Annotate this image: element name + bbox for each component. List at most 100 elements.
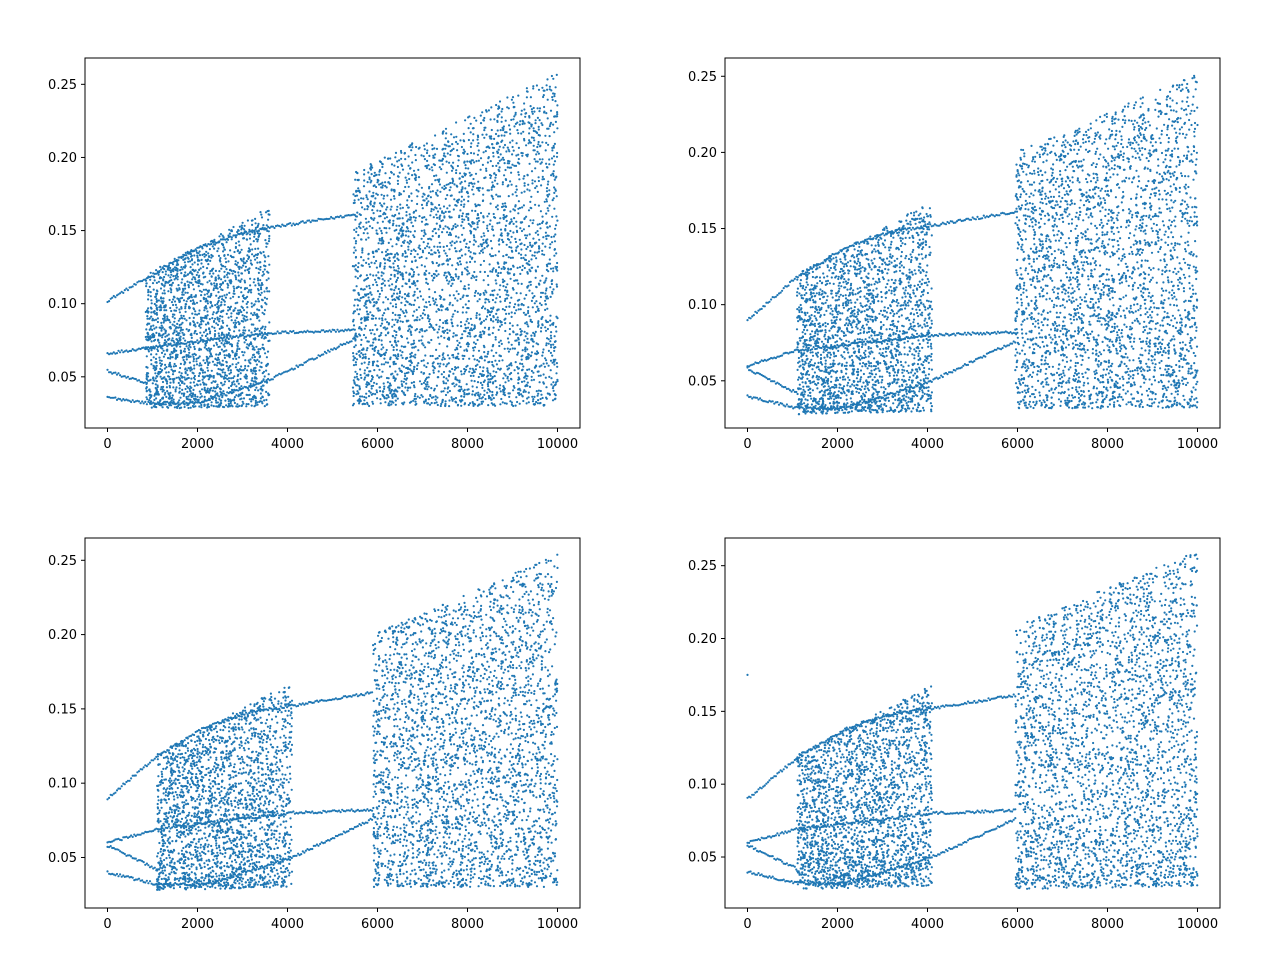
scatter-point <box>106 368 109 371</box>
scatter-point <box>446 379 449 382</box>
scatter-point <box>495 371 498 374</box>
scatter-point <box>215 282 218 286</box>
scatter-point <box>243 297 247 300</box>
scatter-point <box>219 315 222 318</box>
scatter-point <box>155 380 158 383</box>
scatter-point <box>260 400 263 403</box>
scatter-point <box>472 346 475 349</box>
scatter-point <box>543 281 546 284</box>
scatter-point <box>392 262 395 265</box>
scatter-point <box>498 341 501 344</box>
scatter-point <box>220 375 223 378</box>
scatter-point <box>149 396 152 400</box>
scatter-point <box>255 363 258 366</box>
scatter-point <box>223 335 226 338</box>
scatter-point <box>494 176 497 179</box>
scatter-point <box>264 325 267 328</box>
scatter-point <box>145 382 148 386</box>
scatter-point <box>153 335 156 338</box>
scatter-point <box>381 390 384 393</box>
scatter-point <box>161 271 164 274</box>
scatter-point <box>503 134 506 137</box>
scatter-point <box>398 171 401 174</box>
scatter-point <box>201 378 204 381</box>
scatter-point <box>149 378 152 381</box>
scatter-point <box>151 333 154 336</box>
scatter-point <box>161 334 164 337</box>
scatter-point <box>370 217 373 220</box>
scatter-point <box>486 224 489 227</box>
scatter-point <box>450 318 453 321</box>
scatter-point <box>548 135 551 138</box>
scatter-point <box>519 292 522 295</box>
scatter-point <box>153 347 156 350</box>
scatter-point <box>545 396 548 399</box>
scatter-point <box>509 241 512 244</box>
scatter-point <box>238 252 241 255</box>
scatter-point <box>161 292 164 295</box>
scatter-point <box>187 329 190 333</box>
scatter-point <box>424 273 427 276</box>
scatter-point <box>477 245 480 248</box>
scatter-point <box>383 357 386 360</box>
scatter-point <box>293 223 296 227</box>
scatter-point <box>227 309 230 312</box>
scatter-point <box>469 131 472 134</box>
scatter-point <box>229 398 232 401</box>
scatter-point <box>256 335 259 338</box>
scatter-point <box>262 250 265 254</box>
scatter-point <box>400 345 403 348</box>
scatter-point <box>136 348 139 351</box>
scatter-point <box>468 182 471 185</box>
scatter-point <box>265 245 268 248</box>
scatter-point <box>145 282 148 285</box>
scatter-point <box>257 247 260 250</box>
scatter-point <box>451 398 454 401</box>
scatter-point <box>436 331 439 334</box>
scatter-point <box>213 363 216 366</box>
scatter-point <box>188 361 191 364</box>
scatter-point <box>347 341 350 344</box>
scatter-point <box>248 343 251 346</box>
scatter-point <box>322 329 325 332</box>
scatter-point <box>156 375 159 378</box>
scatter-point <box>479 393 482 396</box>
scatter-point <box>469 367 472 370</box>
scatter-point <box>188 305 191 308</box>
scatter-point <box>455 169 458 172</box>
scatter-point <box>458 260 462 263</box>
scatter-point <box>222 236 225 239</box>
scatter-point <box>354 215 357 218</box>
scatter-point <box>441 288 444 291</box>
scatter-point <box>359 355 362 358</box>
scatter-point <box>413 395 416 398</box>
scatter-point <box>401 168 405 171</box>
scatter-point <box>531 254 534 257</box>
scatter-point <box>203 346 206 349</box>
scatter-point <box>498 100 502 103</box>
scatter-point <box>244 329 247 332</box>
scatter-point <box>443 271 446 274</box>
scatter-point <box>191 371 194 374</box>
scatter-point <box>214 276 217 279</box>
scatter-point <box>233 396 236 399</box>
scatter-point <box>394 313 397 316</box>
scatter-point <box>106 352 109 355</box>
scatter-point <box>500 267 503 270</box>
scatter-point <box>412 282 415 285</box>
scatter-point <box>290 224 293 227</box>
scatter-point <box>175 402 178 405</box>
scatter-point <box>210 239 214 242</box>
scatter-point <box>370 387 373 390</box>
scatter-point <box>515 194 518 197</box>
scatter-point <box>120 399 123 402</box>
scatter-point <box>181 268 184 271</box>
scatter-point <box>231 405 234 408</box>
scatter-point <box>491 332 494 335</box>
scatter-point <box>540 326 543 329</box>
scatter-point <box>435 193 438 196</box>
scatter-point <box>178 300 181 304</box>
scatter-point <box>415 367 419 371</box>
scatter-point <box>206 387 209 390</box>
scatter-point <box>108 371 111 374</box>
